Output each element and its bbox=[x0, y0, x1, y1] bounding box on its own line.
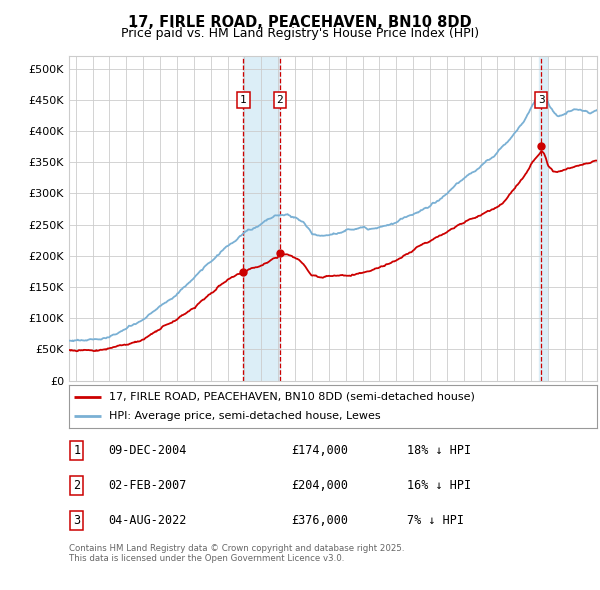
Text: 2: 2 bbox=[277, 95, 283, 105]
Text: £174,000: £174,000 bbox=[291, 444, 348, 457]
Text: 1: 1 bbox=[73, 444, 80, 457]
Text: 17, FIRLE ROAD, PEACEHAVEN, BN10 8DD (semi-detached house): 17, FIRLE ROAD, PEACEHAVEN, BN10 8DD (se… bbox=[109, 392, 475, 402]
Text: Contains HM Land Registry data © Crown copyright and database right 2025.
This d: Contains HM Land Registry data © Crown c… bbox=[69, 544, 404, 563]
Bar bbox=[244, 56, 280, 381]
Text: HPI: Average price, semi-detached house, Lewes: HPI: Average price, semi-detached house,… bbox=[109, 411, 380, 421]
Text: 3: 3 bbox=[538, 95, 545, 105]
Text: 3: 3 bbox=[73, 514, 80, 527]
Text: £204,000: £204,000 bbox=[291, 478, 348, 492]
Text: 17, FIRLE ROAD, PEACEHAVEN, BN10 8DD: 17, FIRLE ROAD, PEACEHAVEN, BN10 8DD bbox=[128, 15, 472, 30]
Text: 02-FEB-2007: 02-FEB-2007 bbox=[109, 478, 187, 492]
Text: Price paid vs. HM Land Registry's House Price Index (HPI): Price paid vs. HM Land Registry's House … bbox=[121, 27, 479, 40]
Text: 04-AUG-2022: 04-AUG-2022 bbox=[109, 514, 187, 527]
Text: 1: 1 bbox=[240, 95, 247, 105]
Bar bbox=[539, 56, 547, 381]
Text: 7% ↓ HPI: 7% ↓ HPI bbox=[407, 514, 464, 527]
Text: 16% ↓ HPI: 16% ↓ HPI bbox=[407, 478, 471, 492]
Text: 09-DEC-2004: 09-DEC-2004 bbox=[109, 444, 187, 457]
Text: 18% ↓ HPI: 18% ↓ HPI bbox=[407, 444, 471, 457]
Text: 2: 2 bbox=[73, 478, 80, 492]
Text: £376,000: £376,000 bbox=[291, 514, 348, 527]
